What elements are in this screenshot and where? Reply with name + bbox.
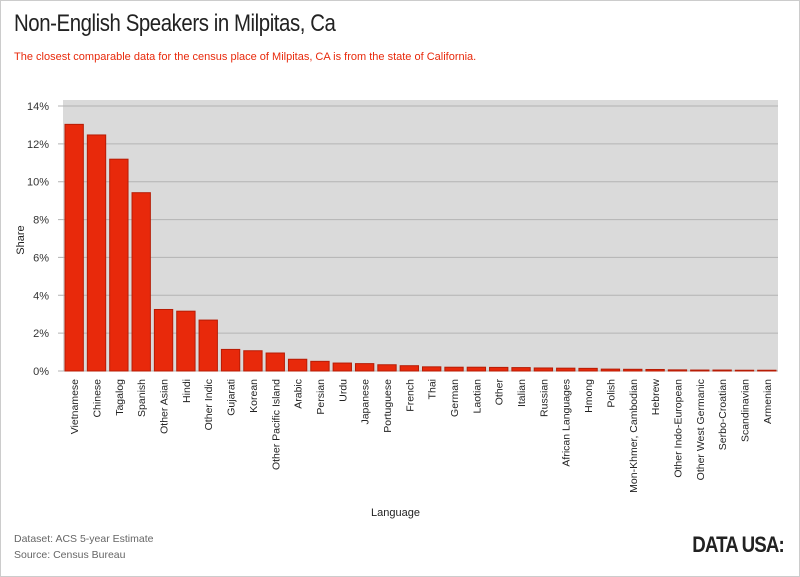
x-tick-label: Thai [427,379,439,399]
x-tick-label: Persian [315,379,327,415]
x-axis-label: Language [371,507,420,519]
x-tick-label: Mon-Khmer, Cambodian [628,379,640,493]
y-tick-label: 12% [27,139,49,151]
x-tick-label: Vietnamese [69,379,81,434]
bar [489,366,509,372]
bar [533,367,554,372]
x-tick-label: Italian [516,379,528,407]
bar [578,367,598,372]
bar [399,365,419,372]
y-tick-label: 2% [33,328,49,340]
bar [109,158,129,372]
bar [131,192,151,372]
bar [690,369,710,372]
x-tick-label: Armenian [762,379,774,424]
x-tick-label: Other [494,379,506,406]
bar [600,368,621,372]
bar [757,369,777,372]
y-tick-label: 4% [33,290,49,302]
x-tick-label: Scandinavian [739,379,751,442]
bar [422,366,442,372]
bar [287,358,308,372]
x-tick-label: Serbo-Croatian [717,379,729,450]
bar [243,350,263,372]
x-tick-label: Spanish [136,379,148,417]
x-tick-label: Arabic [293,379,305,409]
bar [377,364,397,372]
x-tick-label: Polish [605,379,617,408]
bar [556,367,576,372]
x-tick-label: African Languages [561,379,573,467]
x-tick-label: Korean [248,379,260,413]
bar [265,352,285,372]
x-tick-label: Urdu [337,379,349,402]
bar [645,368,665,372]
bar [64,123,84,372]
x-tick-label: Hindi [181,379,193,403]
bar [511,367,531,372]
x-tick-label: Portuguese [382,379,394,433]
y-tick-label: 8% [33,215,49,227]
x-tick-label: Other Indic [203,379,215,430]
chart-title: Non-English Speakers in Milpitas, Ca [14,10,336,37]
y-tick-label: 10% [27,177,49,189]
bar [310,360,330,372]
y-tick-label: 0% [33,366,49,378]
x-tick-label: German [449,379,461,417]
x-tick-label: Other West Germanic [695,379,707,480]
x-tick-label: Other Asian [159,379,171,434]
x-tick-label: Other Pacific Island [270,379,282,470]
x-tick-label: Laotian [471,379,483,414]
bar [198,319,218,372]
datausa-logo: DATA USA: [692,532,785,557]
bar [623,368,643,372]
bar [153,308,174,372]
chart-subtitle: The closest comparable data for the cens… [14,51,477,63]
bar [444,366,464,372]
x-tick-label: Japanese [360,379,372,425]
bar [667,369,688,372]
bar [354,363,375,372]
bar [332,362,352,372]
bar [734,369,755,372]
x-tick-label: Hmong [583,379,595,413]
bar [466,366,487,372]
bar [220,348,241,372]
x-tick-label: Chinese [92,379,104,418]
x-tick-label: French [404,379,416,412]
bar [176,310,196,372]
x-tick-label: Hebrew [650,379,662,416]
x-tick-label: Gujarati [226,379,238,416]
y-tick-label: 6% [33,252,49,264]
x-tick-label: Other Indo-European [672,379,684,478]
source-label: Source: Census Bureau [14,549,126,561]
y-tick-label: 14% [27,101,49,113]
bar [86,134,107,372]
dataset-label: Dataset: ACS 5-year Estimate [14,533,154,545]
x-tick-label: Tagalog [114,379,126,416]
x-tick-label: Russian [538,379,550,417]
bar [712,369,732,372]
y-axis-label: Share [15,225,27,254]
